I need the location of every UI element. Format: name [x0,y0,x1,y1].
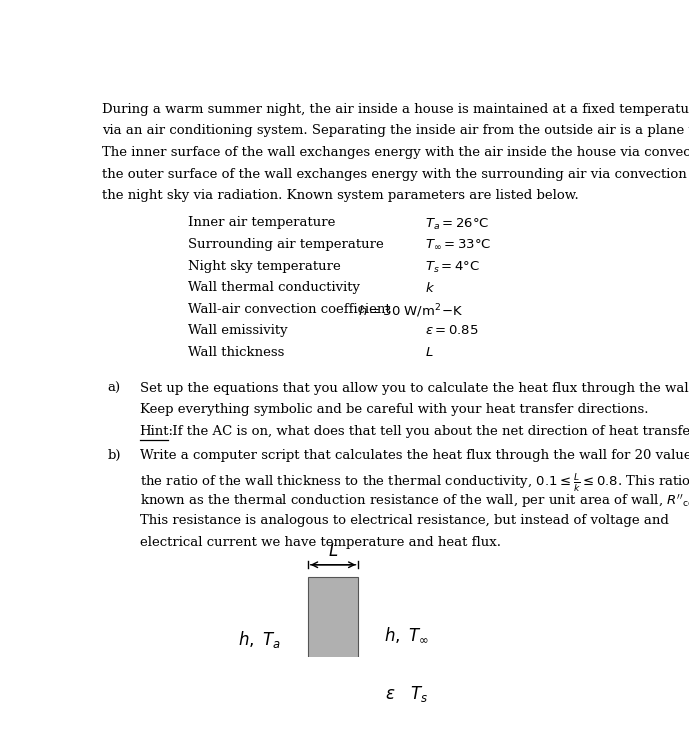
Text: the night sky via radiation. Known system parameters are listed below.: the night sky via radiation. Known syste… [102,189,579,202]
Text: via an air conditioning system. Separating the inside air from the outside air i: via an air conditioning system. Separati… [102,125,689,137]
Text: During a warm summer night, the air inside a house is maintained at a fixed temp: During a warm summer night, the air insi… [102,103,689,116]
Text: $T_s = 4°\mathrm{C}$: $T_s = 4°\mathrm{C}$ [425,260,480,275]
Text: $L$: $L$ [328,543,338,560]
Text: b): b) [107,449,121,463]
Text: Surrounding air temperature: Surrounding air temperature [187,238,383,251]
Text: Write a computer script that calculates the heat flux through the wall for 20 va: Write a computer script that calculates … [139,449,689,463]
Text: the outer surface of the wall exchanges energy with the surrounding air via conv: the outer surface of the wall exchanges … [102,168,689,181]
Text: If the AC is on, what does that tell you about the net direction of heat transfe: If the AC is on, what does that tell you… [168,425,689,438]
Bar [308,577,358,725]
Text: $h = 30\ \mathrm{W/m^2\!-\!K}$: $h = 30\ \mathrm{W/m^2\!-\!K}$ [358,303,464,320]
Text: a): a) [107,382,121,395]
Text: $T_a = 26°\mathrm{C}$: $T_a = 26°\mathrm{C}$ [425,216,490,232]
Text: Wall thickness: Wall thickness [187,346,284,359]
Text: $h,\ T_a$: $h,\ T_a$ [238,630,281,650]
Text: The inner surface of the wall exchanges energy with the air inside the house via: The inner surface of the wall exchanges … [102,146,689,159]
Text: $T_\infty = 33°\mathrm{C}$: $T_\infty = 33°\mathrm{C}$ [425,238,492,251]
Text: Wall-air convection coefficient: Wall-air convection coefficient [187,303,390,316]
Text: $\varepsilon \quad T_s$: $\varepsilon \quad T_s$ [385,683,428,704]
Text: This resistance is analogous to electrical resistance, but instead of voltage an: This resistance is analogous to electric… [139,514,668,527]
Text: $h,\ T_\infty$: $h,\ T_\infty$ [384,624,429,644]
Text: Night sky temperature: Night sky temperature [187,260,340,272]
Text: $k$: $k$ [425,281,435,295]
Text: Wall thermal conductivity: Wall thermal conductivity [187,281,360,294]
Text: Inner air temperature: Inner air temperature [187,216,335,230]
Text: Wall emissivity: Wall emissivity [187,325,287,337]
Text: Keep everything symbolic and be careful with your heat transfer directions.: Keep everything symbolic and be careful … [139,404,648,416]
Text: $\varepsilon = 0.85$: $\varepsilon = 0.85$ [425,325,479,337]
Text: electrical current we have temperature and heat flux.: electrical current we have temperature a… [139,536,500,549]
Text: Set up the equations that you allow you to calculate the heat flux through the w: Set up the equations that you allow you … [139,382,689,395]
Text: known as the thermal conduction resistance of the wall, per unit area of wall, $: known as the thermal conduction resistan… [139,492,689,510]
Text: $L$: $L$ [425,346,434,359]
Text: Hint:: Hint: [139,425,174,438]
Text: the ratio of the wall thickness to the thermal conductivity, $0.1 \leq \frac{L}{: the ratio of the wall thickness to the t… [139,471,689,494]
